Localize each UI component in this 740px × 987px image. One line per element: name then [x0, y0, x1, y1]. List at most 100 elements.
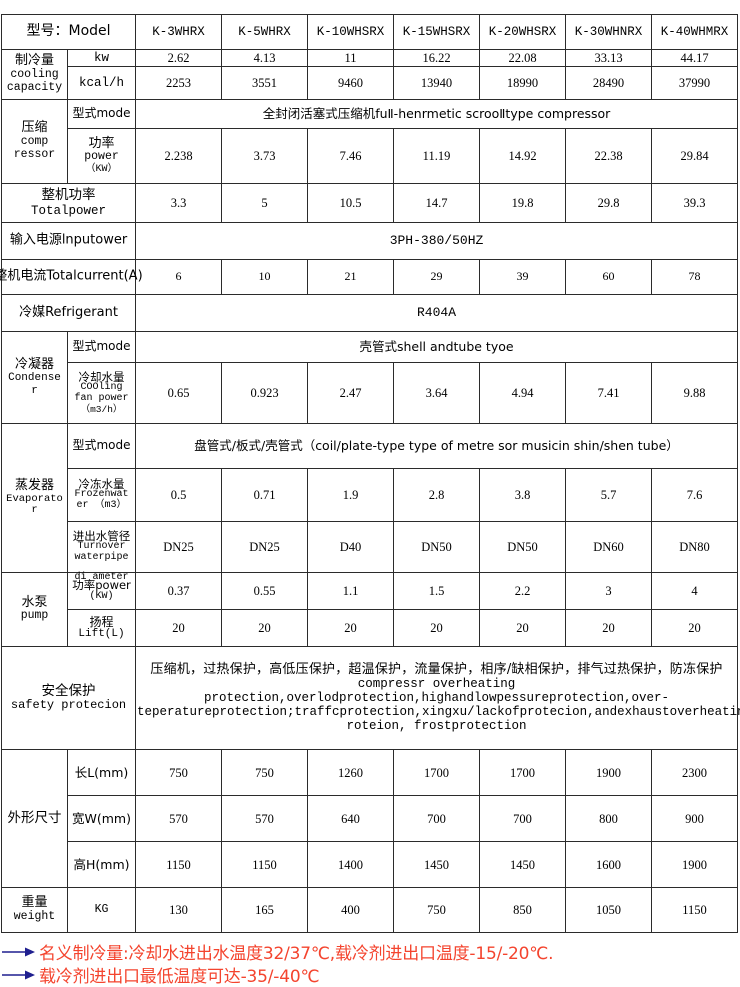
value-cell: 9460	[307, 66, 395, 100]
evaporator-label-cn: 蒸发器	[14, 477, 54, 493]
value-cell: 2.47	[307, 362, 395, 424]
evaporator-pipe-label: 进出水管径 Turnover waterpipe di ameter	[66, 521, 137, 583]
input-power-value: 3PH-380/50HZ	[135, 222, 739, 260]
value-cell: 60	[565, 259, 653, 295]
value-cell: 20	[135, 609, 223, 647]
weight-label-en: weight	[13, 909, 56, 923]
value-cell: 2.2	[479, 572, 567, 610]
value-cell: 1600	[565, 841, 653, 888]
pump-label-cn: 水泵	[21, 594, 48, 610]
pump-lift-label-cn: 扬程	[89, 614, 114, 629]
table-row-condenser-water: 冷却水量 COOling fan power （m3/h） 0.65 0.923…	[2, 362, 739, 424]
value-cell: 11.19	[393, 128, 481, 184]
value-cell: 28490	[565, 66, 653, 100]
value-cell: 21	[307, 259, 395, 295]
value-cell: 2.8	[393, 468, 481, 522]
condenser-mode-label: 型式mode	[66, 331, 137, 363]
value-cell: 14.7	[393, 183, 481, 223]
pump-label-en: pump	[20, 609, 49, 623]
value-cell: 1700	[479, 749, 567, 796]
pump-power-label-cn: 功率power	[72, 578, 131, 593]
value-cell: 22.08	[479, 49, 567, 67]
table-row-dimension-width: 宽W(mm) 570 570 640 700 700 800 900	[2, 795, 739, 842]
condenser-water-label-en2: fan power	[74, 393, 129, 405]
value-cell: 0.37	[135, 572, 223, 610]
value-cell: 1150	[651, 887, 739, 933]
evaporator-pipe-label-en1: Turnover	[77, 541, 126, 553]
value-cell: 2.238	[135, 128, 223, 184]
value-cell: 0.71	[221, 468, 309, 522]
value-cell: 22.38	[565, 128, 653, 184]
safety-line-en2: protection,overlodprotection,highandlowp…	[203, 691, 670, 706]
value-cell: 2253	[135, 66, 223, 100]
value-cell: 1.5	[393, 572, 481, 610]
unit-label-kw: kw	[66, 49, 137, 67]
value-cell: 78	[651, 259, 739, 295]
evaporator-pipe-label-en3: di ameter	[74, 572, 129, 584]
value-cell: 850	[479, 887, 567, 933]
model-cell: K-3WHRX	[135, 14, 223, 50]
compressor-mode-value: 全封闭活塞式压缩机fuⅡ-henrmetic scrooⅡtype compre…	[135, 99, 739, 129]
evaporator-frozenwater-label-en1: Frozenwat	[74, 489, 129, 501]
value-cell: 1900	[651, 841, 739, 888]
value-cell: 750	[135, 749, 223, 796]
value-cell: 0.55	[221, 572, 309, 610]
pump-power-label: 功率power (KW)	[66, 572, 137, 610]
total-power-label-cn: 整机功率	[41, 187, 96, 204]
dimension-label-width: 宽W(mm)	[66, 795, 137, 842]
condenser-water-label: 冷却水量 COOling fan power （m3/h）	[66, 362, 137, 424]
value-cell: 7.46	[307, 128, 395, 184]
value-cell: 570	[221, 795, 309, 842]
value-cell: 4.94	[479, 362, 567, 424]
value-cell: 165	[221, 887, 309, 933]
safety-line-en1: compressr overheating	[357, 677, 516, 692]
row-label-evaporator: 蒸发器 Evaporato r	[1, 423, 68, 573]
condenser-mode-value: 壳管式shell andtube tyoe	[135, 331, 739, 363]
row-label-dimensions: 外形尺寸	[1, 749, 68, 888]
table-row-pump-power: 水泵 pump 功率power (KW) 0.37 0.55 1.1 1.5 2…	[1, 572, 739, 647]
value-cell: 0.923	[221, 362, 309, 424]
value-cell: 800	[565, 795, 653, 842]
row-label-cooling-capacity: 制冷量 cooling capacity	[1, 49, 68, 100]
compressor-power-label-en: power	[84, 150, 119, 164]
evaporator-frozenwater-label-en2: er （m3）	[76, 500, 127, 512]
value-cell: 1450	[393, 841, 481, 888]
value-cell: 3.73	[221, 128, 309, 184]
row-label-condenser: 冷凝器 Condense r	[1, 331, 68, 424]
value-cell: 130	[135, 887, 223, 933]
value-cell: 3.8	[479, 468, 567, 522]
value-cell: 20	[307, 609, 395, 647]
condenser-water-label-cn: 冷却水量	[78, 369, 125, 384]
value-cell: 3.64	[393, 362, 481, 424]
value-cell: 750	[393, 887, 481, 933]
row-label-refrigerant: 冷媒Refrigerant	[0, 294, 137, 332]
table-row-total-current: 整机电流Totalcurrent(A) 6 10 21 29 39 60 78	[0, 259, 739, 295]
table-row-total-power: 整机功率 Totalpower (KW) 3.3 5 10.5 14.7 19.…	[0, 183, 739, 236]
table-row-condenser-mode: 冷凝器 Condense r 型式mode 壳管式shell andtube t…	[1, 331, 739, 424]
footnotes: 名义制冷量:冷却水进出水温度32/37℃,载冷剂进出口温度-15/-20℃. 载…	[2, 940, 738, 987]
value-cell: 10.5	[307, 183, 395, 223]
value-cell: 1450	[479, 841, 567, 888]
value-cell: 0.65	[135, 362, 223, 424]
value-cell: 6	[135, 259, 223, 295]
value-cell: 1150	[221, 841, 309, 888]
value-cell: DN50	[393, 521, 481, 573]
row-label-total-power: 整机功率 Totalpower (KW)	[0, 183, 137, 236]
value-cell: D40	[307, 521, 395, 573]
value-cell: 37990	[651, 66, 739, 100]
value-cell: 570	[135, 795, 223, 842]
safety-label-en: safety protecion	[10, 697, 127, 712]
table-row-compressor-mode: 压缩 comp ressor 型式mode 全封闭活塞式压缩机fuⅡ-henrm…	[1, 99, 739, 184]
pump-lift-label-en: Lift(L)	[78, 627, 125, 640]
value-cell: 9.88	[651, 362, 739, 424]
dimension-label-height: 高H(mm)	[66, 841, 137, 888]
value-cell: 900	[651, 795, 739, 842]
pump-power-label-unit: (KW)	[89, 590, 114, 602]
value-cell: DN60	[565, 521, 653, 573]
input-power-label: 输入电源lnputower	[9, 232, 128, 248]
condenser-water-label-unit: （m3/h）	[80, 403, 123, 415]
value-cell: 1400	[307, 841, 395, 888]
table-row-evaporator-pipe: 进出水管径 Turnover waterpipe di ameter DN25 …	[2, 521, 739, 583]
value-cell: 1.9	[307, 468, 395, 522]
